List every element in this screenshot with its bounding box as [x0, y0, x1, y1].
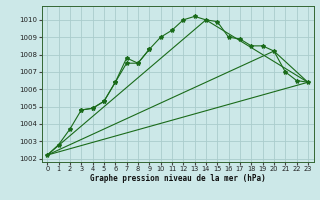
X-axis label: Graphe pression niveau de la mer (hPa): Graphe pression niveau de la mer (hPa) [90, 174, 266, 183]
